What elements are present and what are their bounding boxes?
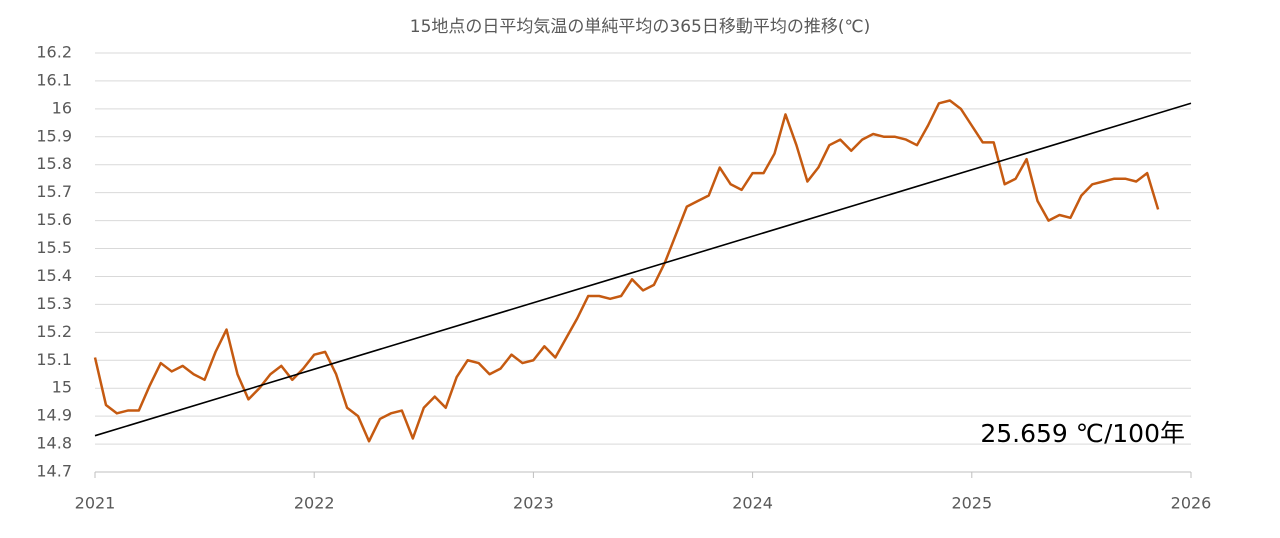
- y-tick-label: 15.9: [36, 126, 72, 145]
- x-tick-label: 2021: [75, 494, 116, 513]
- y-tick-label: 14.8: [36, 434, 72, 453]
- chart-title: 15地点の日平均気温の単純平均の365日移動平均の推移(℃): [410, 17, 870, 37]
- trend-line: [94, 102, 1192, 437]
- y-tick-label: 15.7: [36, 182, 72, 201]
- y-tick-label: 15.1: [36, 350, 72, 369]
- x-tick-label: 2023: [513, 494, 554, 513]
- x-tick-label: 2024: [732, 494, 773, 513]
- y-tick-label: 15.4: [36, 266, 72, 285]
- series-line: [93, 99, 1160, 443]
- y-tick-label: 15.6: [36, 210, 72, 229]
- y-tick-label: 14.9: [36, 406, 72, 425]
- y-tick-label: 15.3: [36, 294, 72, 313]
- y-tick-label: 15.2: [36, 322, 72, 341]
- y-tick-label: 16.2: [36, 43, 72, 62]
- x-tick-label: 2025: [951, 494, 992, 513]
- y-tick-label: 15.5: [36, 238, 72, 257]
- x-tick-label: 2026: [1171, 494, 1212, 513]
- y-tick-label: 15.8: [36, 154, 72, 173]
- annotation: 25.659 ℃/100年: [980, 419, 1185, 448]
- y-tick-label: 14.7: [36, 462, 72, 481]
- y-tick-label: 16.1: [36, 70, 72, 89]
- x-tick-label: 2022: [294, 494, 335, 513]
- y-tick-label: 16: [52, 98, 72, 117]
- y-tick-label: 15: [52, 378, 72, 397]
